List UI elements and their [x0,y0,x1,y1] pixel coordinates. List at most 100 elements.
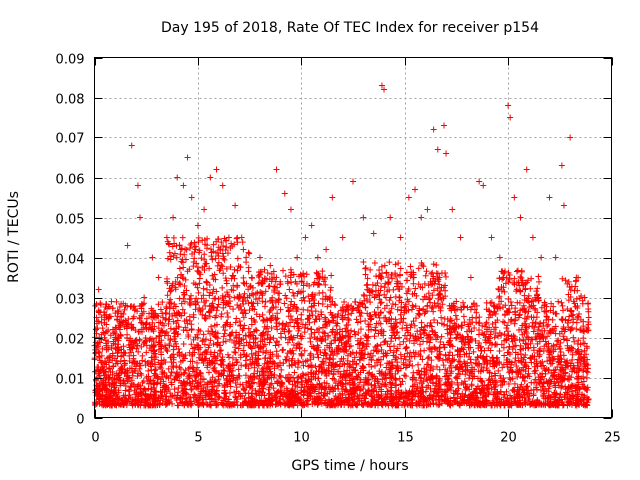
scatter-point-dense [132,305,139,312]
scatter-point-dense [224,372,231,379]
scatter-point-dense [413,315,419,322]
scatter-point-dense [194,284,201,291]
scatter-point-dense [136,365,143,372]
scatter-point-dense [256,295,263,302]
scatter-point-dense [234,255,241,262]
scatter-point-dense [271,283,278,290]
scatter-point-dense [385,274,392,281]
scatter-point-dense [424,377,431,384]
scatter-point-dense [393,280,400,287]
scatter-point-dense [191,391,198,398]
scatter-point-dense [176,265,183,272]
scatter-point-dense [536,278,543,285]
scatter-point-dense [206,265,213,272]
scatter-point-dense [318,369,325,376]
scatter-point-dense [513,363,520,370]
scatter-point-dense [333,322,340,329]
scatter-point-dense [285,304,292,311]
scatter-point-dense [217,265,224,272]
scatter-point-dense [198,255,205,262]
scatter-point-dense [188,240,195,247]
scatter-point-dense [532,319,539,326]
scatter-point-dense [177,251,184,258]
scatter-point-dense [171,250,178,257]
scatter-point-dense [240,279,247,286]
scatter-point-dense [219,284,226,291]
scatter-point-dense [501,337,508,344]
scatter-point-dense [426,339,433,346]
scatter-point-dense [446,349,453,356]
scatter-point-dense [239,239,246,246]
scatter-point-dense [532,376,539,383]
scatter-point-dense [227,264,234,271]
scatter-point-dense [181,291,188,298]
scatter-point-dense [385,279,392,286]
scatter-point-dense [557,349,564,356]
scatter-point-dense [491,308,498,315]
scatter-point-dense [520,374,527,381]
scatter-point-dense [527,340,534,347]
scatter-point-dense [177,394,184,401]
scatter-point-dense [460,299,467,306]
scatter-point-dense [146,336,153,343]
scatter-point-dense [291,369,298,376]
scatter-point-dense [585,300,592,307]
scatter-point-dense [213,312,220,319]
scatter-point-dense [219,294,226,301]
scatter-point-dense [231,266,238,273]
scatter-point-dense [560,336,567,343]
scatter-point-dense [234,402,241,409]
scatter-point-dense [381,284,388,291]
scatter-point-dense [512,355,519,362]
scatter-point-dense [430,261,437,268]
scatter-point-dense [261,303,268,310]
scatter-point-dense [473,315,480,322]
scatter-point-dense [113,298,120,305]
scatter-point-dense [166,341,173,348]
scatter-point-dense [327,284,334,291]
scatter-point-dense [322,293,329,300]
scatter-point-dense [237,381,244,388]
scatter-point-dense [576,311,583,318]
scatter-point-dense [320,278,327,285]
scatter-point-dense [315,354,322,361]
scatter-point-dense [437,338,444,345]
scatter-point-dense [434,319,441,326]
scatter-point-dense [531,368,538,375]
scatter-point-dense [182,246,189,253]
scatter-point-dense [371,333,378,340]
scatter-point-dense [452,374,459,381]
scatter-point-dense [347,342,354,349]
scatter-point-dense [437,351,444,358]
scatter-point-dense [501,330,508,337]
scatter-point-dense [286,327,293,334]
scatter-point-dense [245,249,252,256]
scatter-point-dense [212,377,219,384]
scatter-point-dense [352,298,359,305]
scatter-point-dense [383,302,390,309]
scatter-point-dense [190,263,197,270]
scatter-point-dense [196,304,203,311]
scatter-point-dense [203,286,210,293]
scatter-point-dense [583,351,590,358]
scatter-point-dense [397,265,404,272]
grid-layer [94,57,612,418]
scatter-point-dense [393,320,400,327]
scatter-point-dense [270,335,277,342]
scatter-point-dense [418,334,425,341]
scatter-point-dense [362,317,369,324]
scatter-point-dense [357,357,364,364]
scatter-point-dense [296,344,303,351]
scatter-point-dense [242,332,249,339]
scatter-point-dense [373,347,380,354]
scatter-point-dense [434,347,441,354]
scatter-point-dense [495,367,502,374]
scatter-point-dense [187,295,194,302]
scatter-point-dense [557,391,564,398]
scatter-point-dense [294,364,301,371]
scatter-point-dense [569,351,576,358]
scatter-point-dense [215,252,222,259]
scatter-point-dense [376,368,383,375]
scatter-point-dense [206,281,213,288]
scatter-point-dense [436,281,443,288]
